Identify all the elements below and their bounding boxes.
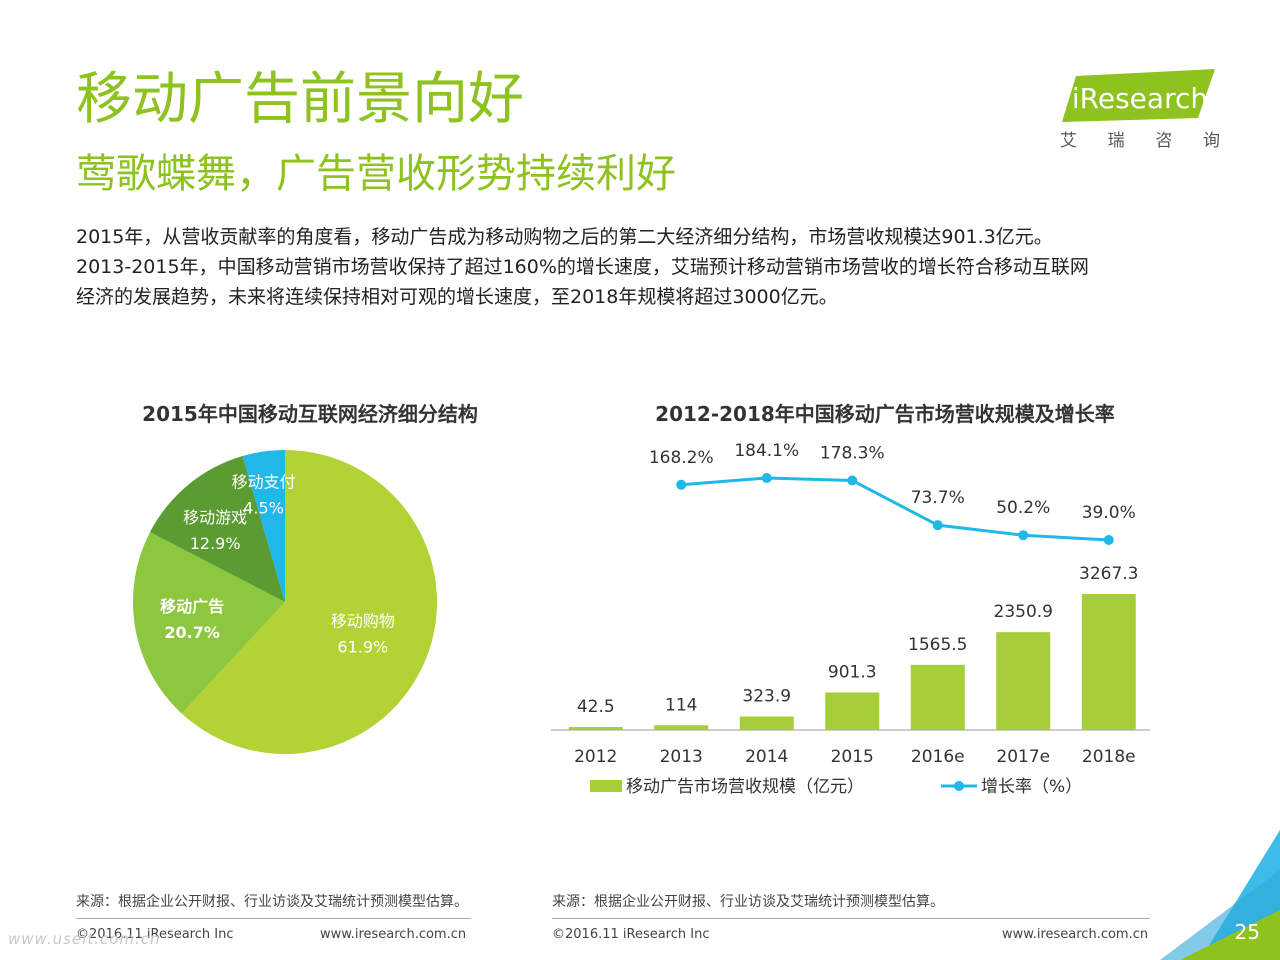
growth-point (932, 520, 943, 531)
corner-decoration (1160, 830, 1280, 960)
bar (910, 664, 965, 730)
pie-slice-label: 移动购物 (331, 612, 395, 631)
pie-slice (242, 450, 285, 602)
pie-chart-title: 2015年中国移动互联网经济细分结构 (142, 402, 478, 426)
growth-point (1103, 535, 1114, 545)
growth-value-label: 178.3% (820, 443, 885, 463)
iresearch-logo: iResearch (1062, 69, 1215, 122)
bar-value-label: 323.9 (742, 687, 791, 707)
growth-point (847, 475, 858, 486)
footer-divider-right (552, 918, 1150, 919)
bar (568, 727, 623, 730)
bar-line-chart: 42.5 2012 114 2013 323.9 2014 901.3 2015 1565.5 2… (551, 441, 1150, 797)
x-tick-label: 2015 (831, 747, 874, 767)
legend-line-label: 增长率（%） (981, 777, 1082, 797)
watermark: www.useit.com.cn (8, 930, 161, 948)
copyright-left: ©2016.11 iResearch Inc (76, 927, 234, 942)
intro-paragraph-2: 2013-2015年，中国移动营销市场营收保持了超过160%的增长速度，艾瑞预计… (76, 256, 1089, 278)
intro-paragraph-3: 经济的发展趋势，未来将连续保持相对可观的增长速度，至2018年规模将超过3000… (76, 286, 838, 308)
growth-value-label: 184.1% (734, 441, 799, 461)
pie-slice (132, 532, 285, 714)
bar-value-label: 1565.5 (908, 635, 967, 655)
legend-bar-label: 移动广告市场营收规模（亿元） (626, 777, 864, 797)
page-title: 移动广告前景向好 (76, 67, 524, 132)
bar (825, 692, 880, 730)
logo-cn-char: 询 (1202, 131, 1220, 151)
growth-value-label: 168.2% (649, 448, 714, 468)
pie-slice-label: 移动游戏 (183, 508, 247, 527)
logo-cn-text: 艾 瑞 咨 询 (1060, 126, 1220, 151)
growth-point (761, 473, 772, 483)
copyright-right: ©2016.11 iResearch Inc (552, 927, 710, 942)
x-tick-label: 2014 (745, 747, 788, 767)
bar (996, 632, 1051, 730)
bar-value-label: 901.3 (828, 662, 877, 682)
x-tick-label: 2018e (1082, 747, 1136, 767)
website-right: www.iresearch.com.cn (1002, 927, 1149, 942)
pie-slice (150, 456, 285, 602)
logo-text: iResearch (1072, 82, 1208, 115)
growth-point (1018, 530, 1029, 541)
pie-slice-value: 12.9% (190, 534, 241, 553)
pie-slice-value: 61.9% (337, 638, 388, 657)
x-tick-label: 2016e (911, 747, 965, 767)
legend-bar-swatch (590, 780, 622, 792)
pie-slice-label: 移动支付 (232, 473, 296, 492)
pie-slice-value: 4.5% (243, 499, 284, 518)
bar (654, 725, 709, 730)
growth-value-label: 73.7% (911, 488, 965, 508)
pie-slice (181, 450, 438, 754)
bar-value-label: 2350.9 (994, 602, 1053, 622)
intro-text: 2015年，从营收贡献率的角度看，移动广告成为移动购物之后的第二大经济细分结构，… (76, 222, 1226, 312)
bar (739, 716, 794, 730)
intro-paragraph-1: 2015年，从营收贡献率的角度看，移动广告成为移动购物之后的第二大经济细分结构，… (76, 226, 1053, 248)
page-number: 25 (1234, 920, 1260, 944)
logo-cn-char: 艾 (1060, 131, 1077, 151)
growth-point (676, 479, 687, 490)
legend-line-marker (954, 781, 964, 791)
pie-slice-label: 移动广告 (160, 597, 224, 616)
growth-line (681, 476, 1109, 542)
source-note-left: 来源：根据企业公开财报、行业访谈及艾瑞统计预测模型估算。 (76, 894, 468, 910)
x-tick-label: 2012 (574, 747, 617, 767)
bar-value-label: 114 (665, 695, 697, 715)
bar (1081, 594, 1136, 730)
pie-chart: 移动购物 61.9% 移动广告 20.7% 移动游戏 12.9% 移动支付 4.5% (132, 450, 438, 754)
source-note-right: 来源：根据企业公开财报、行业访谈及艾瑞统计预测模型估算。 (552, 894, 944, 910)
website-left: www.iresearch.com.cn (320, 927, 467, 942)
x-tick-label: 2017e (996, 747, 1050, 767)
footer-divider-left (76, 918, 471, 919)
bar-chart-title: 2012-2018年中国移动广告市场营收规模及增长率 (655, 402, 1115, 426)
growth-value-label: 39.0% (1082, 503, 1136, 523)
growth-value-label: 50.2% (996, 498, 1050, 518)
x-tick-label: 2013 (660, 747, 703, 767)
logo-cn-char: 咨 (1155, 131, 1173, 151)
bar-value-label: 3267.3 (1079, 564, 1138, 584)
pie-slice-value: 20.7% (164, 623, 220, 642)
logo-cn-char: 瑞 (1107, 131, 1125, 151)
bar-value-label: 42.5 (577, 697, 615, 717)
page-subtitle: 莺歌蝶舞，广告营收形势持续利好 (76, 151, 676, 197)
